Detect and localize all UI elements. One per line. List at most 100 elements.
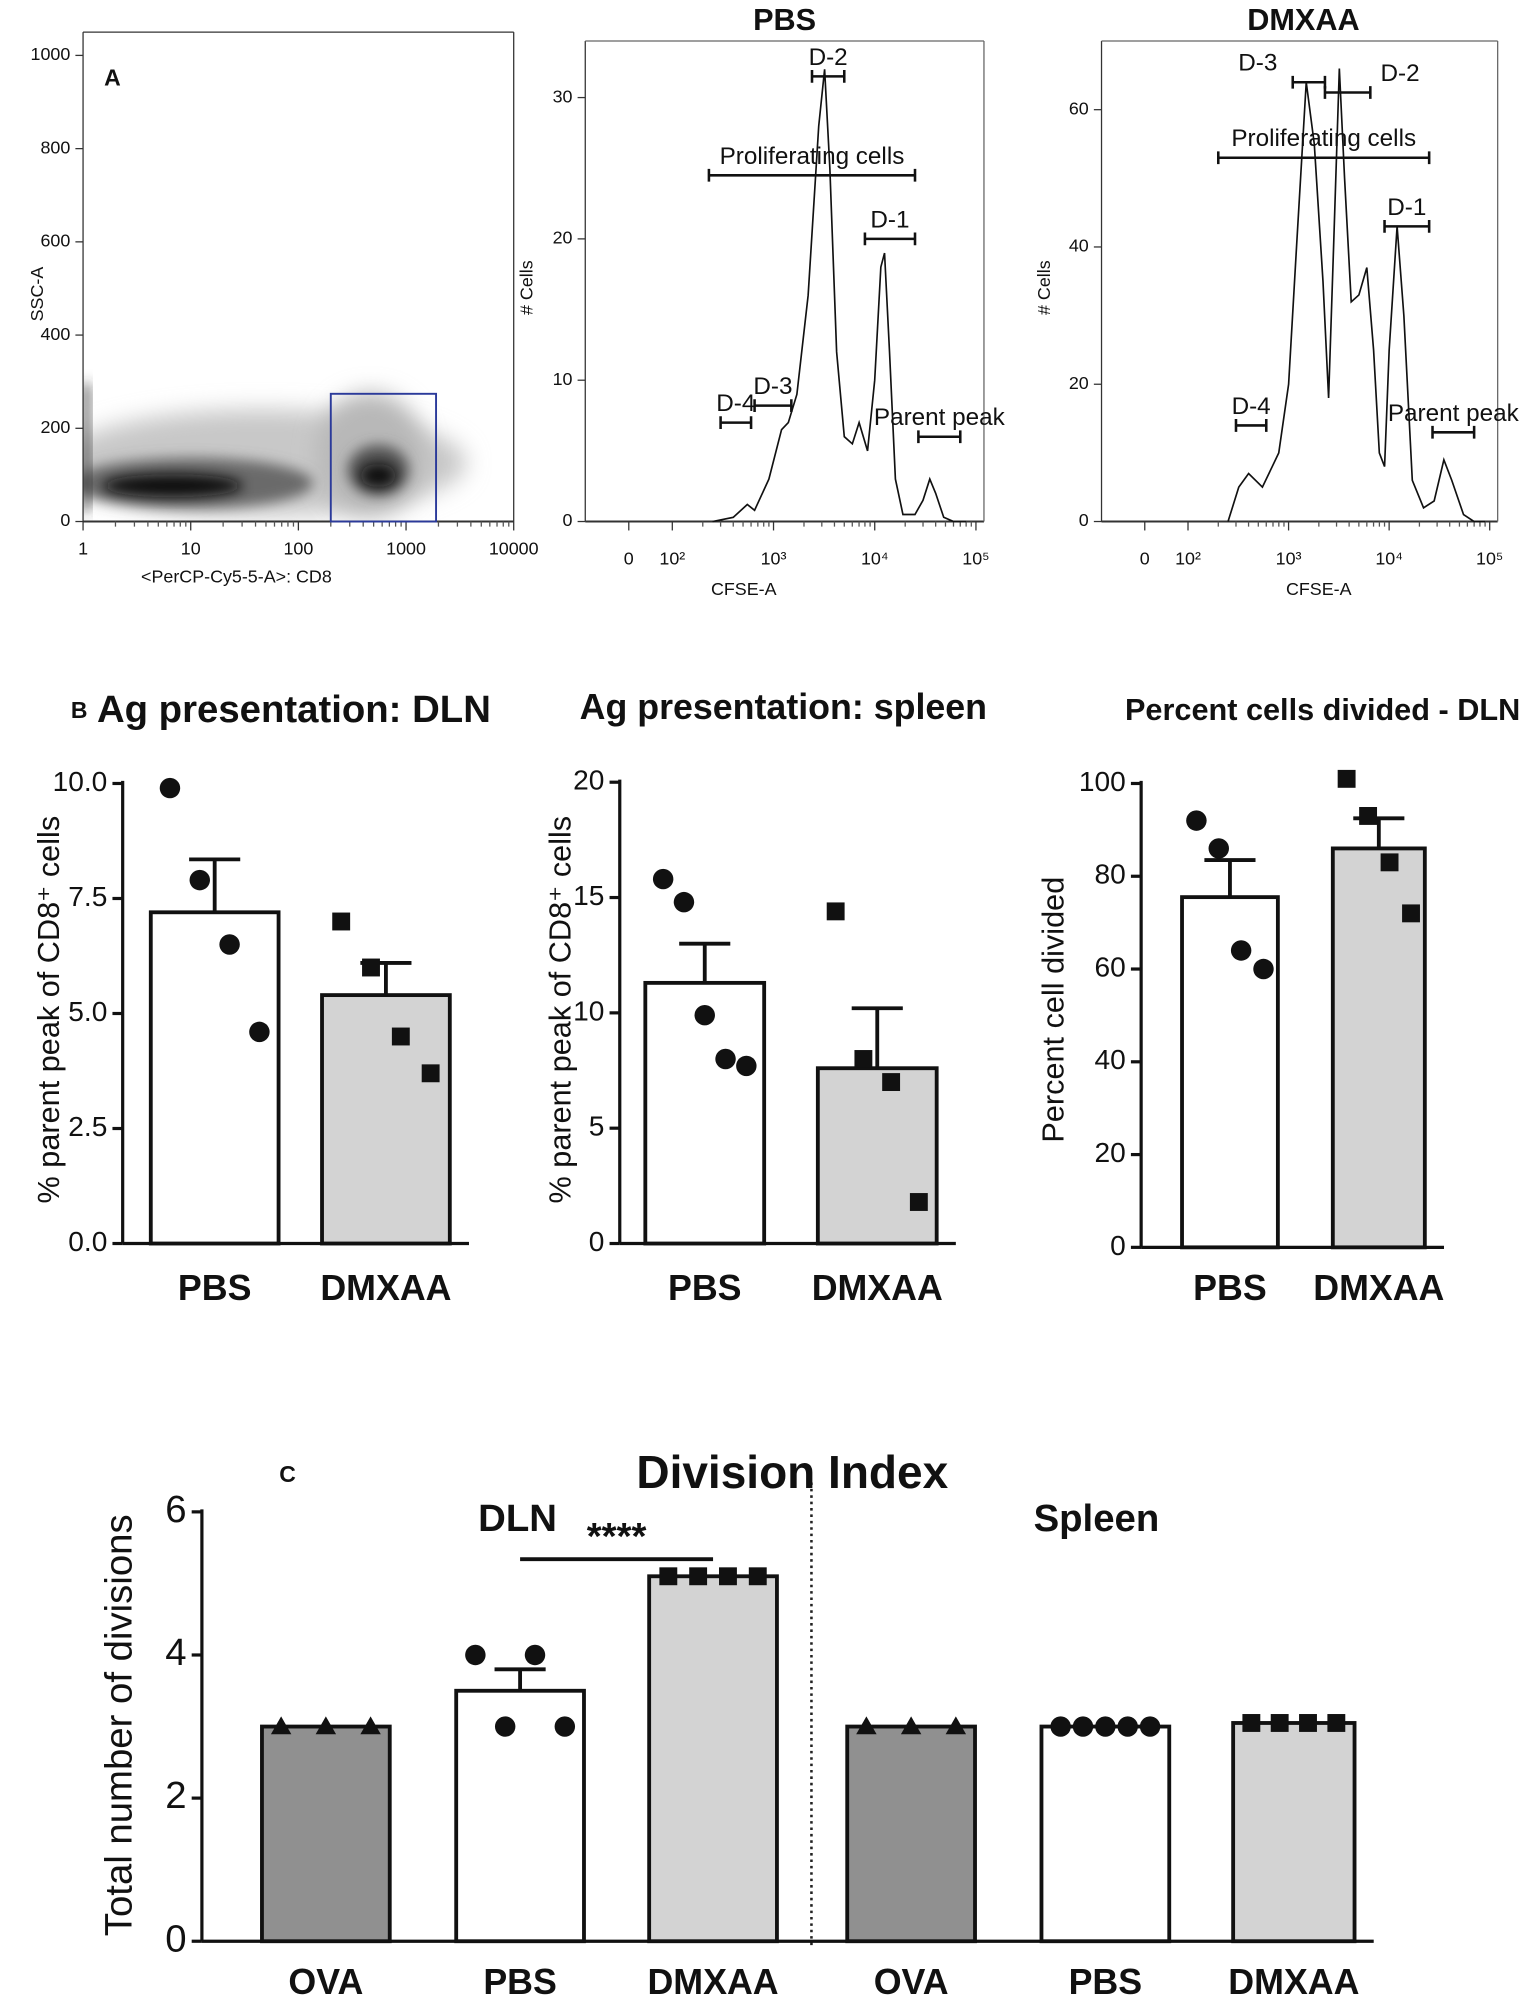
gate-label: Parent peak: [874, 404, 1006, 431]
y-tick-label: 0: [165, 1917, 186, 1960]
data-point: [554, 1716, 576, 1737]
x-tick-label: 10000: [489, 538, 539, 558]
x-tick-label: 10⁵: [962, 549, 989, 569]
x-tick-label: 10³: [1276, 549, 1302, 569]
gate-label: D-1: [870, 206, 909, 233]
x-tick-label: 10²: [1175, 549, 1201, 569]
gate-label: D-3: [753, 373, 792, 400]
y-axis-label: # Cells: [516, 260, 536, 315]
gate-marker: [1234, 419, 1268, 432]
data-point: [1380, 853, 1399, 872]
x-tick-label: PBS: [178, 1268, 252, 1308]
gate-label: D-3: [1238, 50, 1277, 77]
x-tick-label: 0: [624, 549, 634, 569]
data-point: [673, 891, 695, 913]
gate-marker: [863, 232, 917, 246]
x-axis-label: CFSE-A: [1286, 579, 1352, 599]
y-tick-label: 10.0: [53, 766, 108, 797]
data-point: [315, 1716, 337, 1735]
y-axis-label: % parent peak of CD8⁺ cells: [32, 816, 66, 1204]
gate-label: D-2: [809, 44, 848, 71]
y-tick-label: 7.5: [68, 881, 107, 912]
gate-marker: [1291, 75, 1327, 89]
gate-marker: [1217, 151, 1431, 165]
data-point: [524, 1644, 546, 1666]
data-point: [856, 1716, 877, 1735]
gate-marker: [1431, 425, 1476, 439]
x-tick-label: DMXAA: [320, 1268, 451, 1308]
x-tick-label: 10³: [761, 549, 787, 569]
panel-label: B: [71, 697, 88, 723]
data-point: [332, 912, 351, 931]
x-tick-label: 10⁴: [861, 549, 889, 569]
data-point: [689, 1567, 708, 1586]
y-axis-label: Percent cell divided: [1037, 877, 1071, 1143]
y-tick-label: 40: [1095, 1044, 1126, 1075]
y-tick-label: 10: [573, 995, 604, 1026]
data-point: [1402, 904, 1420, 923]
gate-marker: [753, 399, 793, 413]
data-point: [1299, 1714, 1317, 1732]
data-point: [189, 869, 210, 891]
data-point: [421, 1064, 440, 1083]
x-tick-label: DMXAA: [647, 1962, 778, 2002]
x-axis-label: CFSE-A: [711, 579, 777, 599]
bar: [320, 993, 452, 1246]
y-tick-label: 1000: [31, 44, 71, 64]
y-tick-label: 20: [1095, 1137, 1126, 1168]
x-axis-label: <PerCP-Cy5-5-A>: CD8: [141, 566, 332, 586]
gate-marker: [1323, 86, 1372, 99]
x-tick-label: 0: [1140, 549, 1150, 569]
x-tick-label: 1000: [386, 538, 426, 558]
x-tick-label: PBS: [668, 1268, 742, 1308]
bar: [1039, 1724, 1172, 1944]
x-tick-label: 10: [181, 538, 201, 558]
y-tick-label: 0: [1079, 510, 1089, 530]
y-tick-label: 60: [1069, 98, 1089, 118]
data-point: [715, 1048, 736, 1070]
data-point: [494, 1716, 516, 1737]
bar: [647, 1574, 779, 1944]
y-tick-label: 800: [40, 137, 70, 157]
x-tick-label: PBS: [1193, 1268, 1267, 1308]
data-point: [249, 1021, 270, 1043]
data-point: [826, 902, 845, 921]
group-label: Spleen: [1034, 1497, 1160, 1540]
chart-title: Percent cells divided - DLN: [1125, 693, 1520, 727]
error-bar: [679, 941, 731, 983]
data-point: [1327, 1714, 1346, 1732]
data-point: [659, 1567, 678, 1586]
data-point: [1072, 1716, 1094, 1737]
y-tick-label: 40: [1069, 236, 1089, 256]
data-point: [652, 868, 674, 890]
x-tick-label: PBS: [1069, 1962, 1143, 2002]
y-tick-label: 15: [573, 880, 604, 911]
data-point: [1337, 769, 1356, 788]
data-point: [1117, 1716, 1138, 1737]
data-point: [1359, 807, 1378, 825]
data-point: [1208, 838, 1229, 859]
y-tick-label: 0: [60, 510, 70, 530]
y-tick-label: 400: [40, 324, 70, 344]
data-point: [694, 1004, 715, 1026]
data-point: [854, 1050, 873, 1068]
error-bar: [494, 1667, 546, 1691]
gate-label: Parent peak: [1388, 400, 1520, 427]
error-bar: [189, 857, 241, 913]
data-point: [1253, 958, 1274, 980]
bar: [643, 980, 767, 1246]
chart-title: Ag presentation: DLN: [97, 688, 491, 731]
data-point: [736, 1055, 757, 1077]
data-point: [360, 1716, 381, 1735]
x-tick-label: PBS: [483, 1962, 557, 2002]
gate-label: D-1: [1387, 194, 1426, 221]
data-point: [719, 1567, 737, 1586]
chart-title: Ag presentation: spleen: [580, 687, 987, 727]
data-point: [219, 934, 240, 955]
data-point: [1186, 810, 1207, 831]
data-point: [1242, 1714, 1261, 1732]
x-tick-label: DMXAA: [1313, 1268, 1444, 1308]
y-tick-label: 5: [589, 1111, 605, 1142]
bar: [845, 1724, 977, 1944]
data-point: [909, 1193, 928, 1211]
